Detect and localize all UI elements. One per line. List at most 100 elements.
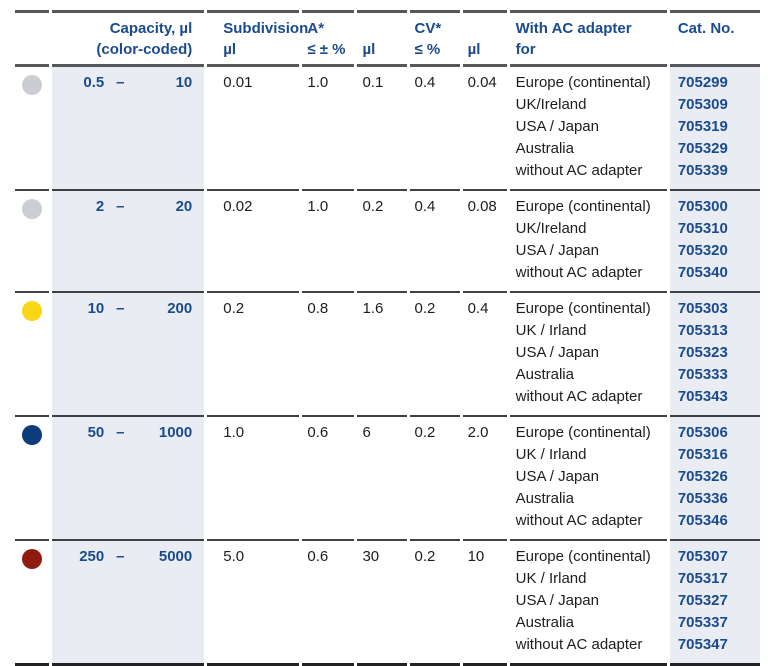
table-row: without AC adapter 705346 — [15, 510, 760, 539]
header-cv-ul: µl — [462, 10, 507, 67]
catalog-number: 705309 — [669, 94, 760, 116]
table-row: 10–200 0.2 0.8 1.6 0.2 0.4 Europe (continental… — [15, 291, 760, 415]
catalog-number: 705327 — [669, 590, 760, 612]
dark-blue-color-dot-icon — [22, 425, 43, 445]
accuracy-ul-value: 6 — [357, 415, 407, 539]
table-row: UK / Irland 705313 — [15, 320, 760, 342]
table-row: without AC adapter 705343 — [15, 386, 760, 415]
adapter-label: Australia — [515, 490, 574, 507]
catalog-number: 705303 — [669, 291, 760, 320]
table-row: UK / Irland 705316 — [15, 444, 760, 466]
table-row: 2– 20 0.02 1.0 0.2 0.4 0.08 Europe (continental… — [15, 189, 760, 291]
table-row: 0.5– 10 0.01 1.0 0.1 0.4 0.04 Europe (continent… — [15, 67, 760, 189]
catalog-number: 705346 — [669, 510, 760, 539]
header-color-dot — [15, 10, 50, 67]
adapter-label: UK/Ireland — [515, 96, 587, 113]
header-accuracy: A* ≤ ± % — [302, 10, 355, 67]
subdivision-value: 5.0 — [207, 539, 300, 666]
color-dot-cell — [15, 291, 50, 415]
table-row: 250– 5000 5.0 0.6 30 0.2 10 Europe (continental… — [15, 539, 760, 666]
subdivision-value: 1.0 — [207, 415, 300, 539]
capacity-min: 10 — [87, 300, 105, 317]
dark-red-color-dot-icon — [22, 549, 43, 569]
adapter-label: Australia — [515, 366, 574, 383]
adapter-label: UK / Irland — [515, 322, 587, 339]
cv-ul-value: 10 — [462, 539, 507, 666]
capacity-range: 250– 5000 — [52, 539, 205, 666]
range-dash: – — [116, 74, 125, 91]
adapter-label: USA / Japan — [515, 592, 599, 609]
header-capacity-line1: Capacity, µl — [109, 20, 193, 37]
accuracy-percent-value: 0.8 — [302, 291, 355, 415]
accuracy-ul-value: 1.6 — [357, 291, 407, 415]
capacity-range: 50– 1000 — [52, 415, 205, 539]
range-dash: – — [116, 300, 125, 317]
cv-percent-value: 0.4 — [414, 74, 436, 91]
table-body: 0.5–10 0.01 1.0 0.1 0.4 0.04 Europe (continent… — [15, 67, 760, 666]
header-cat-no: Cat. No. — [669, 10, 760, 67]
table-row: USA / Japan 705326 — [15, 466, 760, 488]
capacity-min: 250 — [79, 548, 105, 565]
catalog-number: 705310 — [669, 218, 760, 240]
table-row: UK/Ireland 705309 — [15, 94, 760, 116]
adapter-label: USA / Japan — [515, 118, 599, 135]
table-row: UK / Irland 705317 — [15, 568, 760, 590]
subdivision-value: 0.01 — [223, 74, 253, 91]
cv-ul-value: 0.4 — [462, 291, 507, 415]
adapter-label: without AC adapter — [515, 388, 643, 405]
adapter-label: without AC adapter — [509, 634, 667, 666]
capacity-range: 2– 20 — [52, 189, 205, 291]
cv-percent-value: 0.4 — [409, 189, 460, 291]
capacity-min: 0.5 — [83, 74, 105, 91]
accuracy-percent-value: 0.6 — [302, 415, 355, 539]
capacity-max: 200 — [167, 300, 193, 317]
capacity-range: 0.5– 10 — [52, 67, 205, 189]
header-capacity-line2: (color-coded) — [96, 41, 193, 58]
header-cv: CV* ≤ % — [409, 10, 460, 67]
table-row: USA / Japan 705327 — [15, 590, 760, 612]
capacity-min: 50 — [87, 424, 105, 441]
capacity-max: 20 — [175, 198, 193, 215]
catalog-number: 705307 — [669, 539, 760, 568]
header-capacity: Capacity, µl (color-coded) — [52, 10, 205, 67]
catalog-number: 705299 — [669, 67, 760, 94]
color-dot-cell — [15, 67, 49, 189]
catalog-number: 705329 — [669, 138, 760, 160]
subdivision-value: 0.2 — [207, 291, 300, 415]
catalog-number: 705343 — [669, 386, 760, 415]
cv-ul-value: 0.04 — [467, 74, 497, 91]
capacity-range: 10– 200 — [52, 291, 205, 415]
cv-percent-value: 0.2 — [409, 415, 460, 539]
gray-color-dot-icon — [22, 199, 43, 219]
adapter-label: Europe (continental) — [509, 291, 667, 320]
header-accuracy-ul: µl — [357, 10, 407, 67]
pipette-spec-table: Capacity, µl (color-coded) Subdivision µ… — [12, 10, 763, 666]
table-row: without AC adapter 705340 — [15, 262, 760, 291]
accuracy-ul-value: 0.2 — [357, 189, 407, 291]
catalog-number: 705347 — [669, 634, 760, 666]
range-dash: – — [116, 548, 125, 565]
catalog-number: 705337 — [669, 612, 760, 634]
adapter-label: USA / Japan — [515, 242, 599, 259]
cv-percent-value: 0.2 — [409, 539, 460, 666]
adapter-label: Europe (continental) — [509, 189, 667, 218]
adapter-label: Europe (continental) — [515, 74, 651, 91]
accuracy-percent-value: 1.0 — [302, 189, 355, 291]
catalog-number: 705317 — [669, 568, 760, 590]
adapter-label: UK / Irland — [515, 570, 587, 587]
color-dot-cell — [15, 189, 50, 291]
catalog-number: 705323 — [669, 342, 760, 364]
capacity-max: 10 — [175, 74, 193, 91]
table-row: USA / Japan 705323 — [15, 342, 760, 364]
adapter-label: USA / Japan — [515, 468, 599, 485]
table-row: UK/Ireland 705310 — [15, 218, 760, 240]
capacity-min: 2 — [95, 198, 105, 215]
catalog-number: 705313 — [669, 320, 760, 342]
adapter-label: UK/Ireland — [515, 220, 587, 237]
table-row: USA / Japan 705319 — [15, 116, 760, 138]
adapter-label: UK / Irland — [515, 446, 587, 463]
accuracy-ul-value: 0.1 — [362, 74, 384, 91]
accuracy-ul-value: 30 — [357, 539, 407, 666]
yellow-color-dot-icon — [22, 301, 43, 321]
header-ac-adapter: With AC adapter for — [509, 10, 667, 67]
